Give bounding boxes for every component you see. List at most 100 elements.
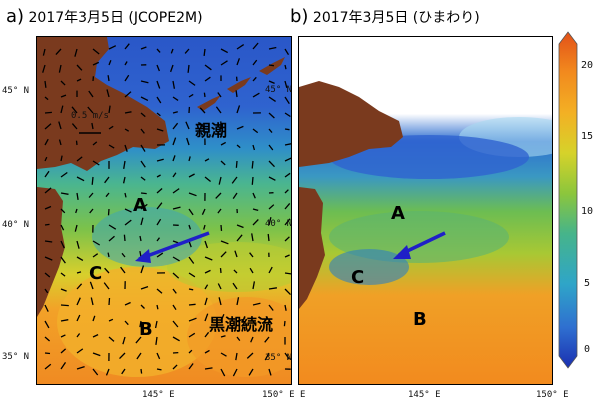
velocity-vector	[156, 237, 161, 242]
velocity-vector	[203, 224, 206, 230]
region-c-label: C	[89, 263, 103, 284]
velocity-vector	[74, 224, 78, 232]
velocity-vector	[92, 315, 96, 322]
velocity-vector	[188, 272, 196, 278]
velocity-vector	[252, 320, 257, 326]
velocity-vector	[89, 208, 94, 214]
velocity-vector	[60, 362, 67, 370]
velocity-vector	[252, 208, 259, 212]
flow-arrow-head	[135, 249, 151, 263]
velocity-vector	[188, 332, 196, 338]
velocity-vector	[156, 112, 161, 117]
velocity-vector	[252, 59, 258, 66]
velocity-vector	[201, 208, 206, 215]
velocity-vector	[204, 297, 208, 306]
velocity-vector	[140, 46, 147, 50]
velocity-vector	[106, 89, 110, 98]
velocity-vector	[92, 61, 100, 66]
velocity-vector	[203, 48, 206, 56]
velocity-vector	[140, 112, 146, 118]
velocity-vector	[220, 314, 225, 322]
velocity-vector	[119, 352, 126, 360]
velocity-vector	[140, 285, 149, 290]
panel-a-svg	[37, 37, 291, 384]
velocity-vector	[249, 252, 254, 258]
velocity-vector	[220, 60, 228, 66]
velocity-vector	[156, 48, 161, 53]
velocity-vector	[71, 106, 78, 114]
velocity-vector	[283, 320, 286, 327]
velocity-vector	[75, 140, 78, 146]
velocity-vector	[42, 64, 46, 73]
velocity-vector	[234, 250, 238, 258]
velocity-vector	[91, 176, 94, 185]
lat-inner-35: 35° N	[265, 353, 292, 363]
velocity-vector	[284, 236, 290, 242]
velocity-vector	[188, 288, 194, 291]
velocity-vector	[140, 203, 148, 210]
velocity-vector	[172, 240, 179, 244]
velocity-vector	[217, 92, 222, 98]
velocity-vector	[42, 48, 46, 56]
velocity-vector	[140, 192, 147, 195]
colorbar	[558, 31, 578, 369]
velocity-vector	[251, 160, 254, 169]
velocity-vector	[252, 192, 256, 199]
velocity-vector	[156, 96, 162, 104]
velocity-vector	[172, 206, 181, 210]
velocity-vector	[172, 80, 176, 89]
velocity-vector	[204, 64, 212, 71]
velocity-vector	[60, 208, 66, 214]
velocity-vector	[235, 90, 238, 98]
land-honshu	[37, 187, 65, 317]
panel-b-title: b) 2017年3月5日 (ひまわり)	[290, 6, 480, 27]
velocity-vector	[284, 80, 288, 88]
velocity-vector	[236, 234, 243, 242]
panel-a-map: 0.5 m/s 親潮 黒潮続流 A B C 45° N 40° N 35° N	[36, 36, 292, 385]
velocity-vector	[107, 252, 110, 258]
velocity-vector	[172, 96, 179, 101]
velocity-vector	[156, 64, 161, 72]
velocity-vector	[188, 173, 195, 178]
velocity-vector	[156, 158, 164, 162]
velocity-vector	[75, 208, 78, 214]
velocity-vector	[172, 320, 179, 328]
velocity-vector	[140, 96, 149, 101]
velocity-vector	[236, 224, 244, 229]
velocity-vector	[188, 256, 195, 264]
velocity-vector	[220, 368, 226, 377]
velocity-vector	[172, 336, 180, 342]
velocity-vector	[60, 288, 67, 292]
velocity-vector	[140, 368, 143, 374]
region-b-label: B	[139, 319, 153, 340]
flow-arrow	[138, 231, 210, 261]
velocity-vector	[220, 141, 227, 146]
velocity-vector	[204, 256, 213, 261]
velocity-vector	[60, 272, 66, 277]
velocity-vector	[169, 64, 174, 73]
panel-a-title: a) 2017年3月5日 (JCOPE2M)	[6, 6, 203, 27]
velocity-vector	[185, 121, 190, 130]
velocity-vector	[268, 80, 275, 84]
velocity-vector	[90, 297, 94, 306]
velocity-vector	[203, 92, 206, 98]
velocity-vector	[44, 156, 48, 162]
velocity-vector	[156, 80, 161, 89]
scale-label: 0.5 m/s	[71, 111, 109, 121]
velocity-vector	[236, 144, 241, 149]
velocity-vector	[87, 106, 94, 114]
velocity-vector	[92, 253, 99, 258]
lat-tick-40: 40° N	[2, 220, 30, 230]
velocity-vector	[108, 297, 111, 306]
velocity-vector	[156, 218, 162, 226]
velocity-vector	[107, 208, 110, 216]
velocity-vector	[91, 122, 94, 130]
velocity-vector	[108, 144, 115, 149]
velocity-vector	[140, 128, 145, 134]
velocity-vector	[235, 352, 238, 361]
velocity-vector	[215, 192, 222, 199]
land-kuril-1	[197, 95, 221, 111]
velocity-vector	[124, 61, 128, 66]
velocity-vector	[44, 111, 52, 114]
velocity-vector	[204, 240, 209, 249]
